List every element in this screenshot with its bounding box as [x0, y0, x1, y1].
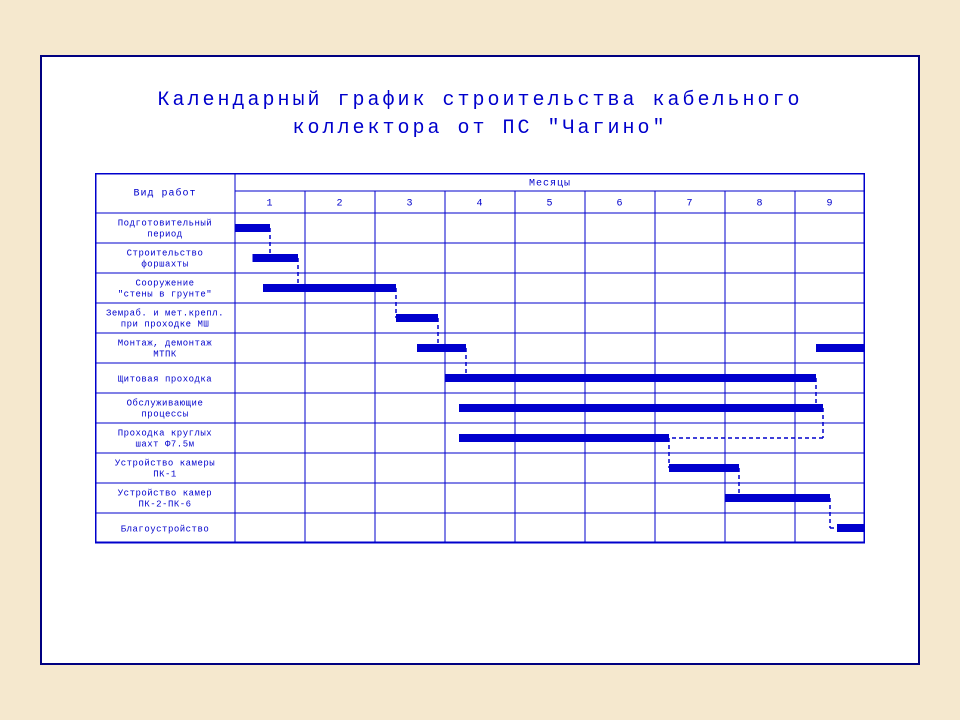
task-label: процессы — [141, 409, 188, 419]
month-number: 2 — [336, 199, 343, 210]
task-label: "стены в грунте" — [118, 289, 212, 299]
gantt-bar — [396, 314, 438, 322]
month-number: 7 — [686, 199, 693, 210]
gantt-bar — [445, 374, 816, 382]
month-number: 3 — [406, 199, 413, 210]
task-label: Монтаж, демонтаж — [118, 338, 213, 348]
task-label: Строительство — [127, 248, 204, 258]
gantt-svg: Вид работ Месяцы 1 2 3 4 5 6 7 8 9 Подготовительный… — [95, 173, 865, 545]
gantt-bar — [669, 464, 739, 472]
task-label: ПК-1 — [153, 469, 177, 479]
month-number: 9 — [826, 199, 833, 210]
task-label: при проходке МШ — [121, 319, 210, 329]
month-number: 4 — [476, 199, 483, 210]
task-label: Устройство камер — [118, 488, 212, 498]
task-label: Сооружение — [135, 278, 194, 288]
month-number: 1 — [266, 199, 273, 210]
task-label: МТПК — [153, 349, 177, 359]
gantt-chart: Вид работ Месяцы 1 2 3 4 5 6 7 8 9 Подготовительный… — [95, 173, 865, 545]
gantt-bar — [837, 524, 865, 532]
months-header: Месяцы — [529, 179, 571, 190]
month-number: 5 — [546, 199, 553, 210]
task-label: форшахты — [141, 259, 188, 269]
gantt-bar — [235, 224, 270, 232]
task-label: Проходка круглых — [118, 428, 212, 438]
task-label: Благоустройство — [121, 524, 210, 534]
task-label: Обслуживающие — [127, 398, 204, 408]
gantt-bar — [417, 344, 466, 352]
task-label: ПК-2-ПК-6 — [138, 499, 191, 509]
gantt-bar — [725, 494, 830, 502]
work-type-header: Вид работ — [133, 187, 196, 200]
title-line-1: Календарный график строительства кабельн… — [157, 89, 802, 112]
chart-frame: Календарный график строительства кабельн… — [40, 55, 920, 665]
title-line-2: коллектора от ПС "Чагино" — [292, 117, 667, 140]
task-label: период — [147, 229, 183, 239]
month-number: 8 — [756, 199, 763, 210]
task-label: Подготовительный — [118, 218, 212, 228]
task-label: Земраб. и мет.крепл. — [106, 308, 224, 318]
task-label: шахт Ф7.5м — [135, 439, 194, 449]
chart-title: Календарный график строительства кабельн… — [82, 87, 878, 143]
task-label: Щитовая проходка — [118, 374, 213, 384]
gantt-bar — [816, 344, 865, 352]
task-label: Устройство камеры — [115, 458, 215, 468]
month-number: 6 — [616, 199, 623, 210]
